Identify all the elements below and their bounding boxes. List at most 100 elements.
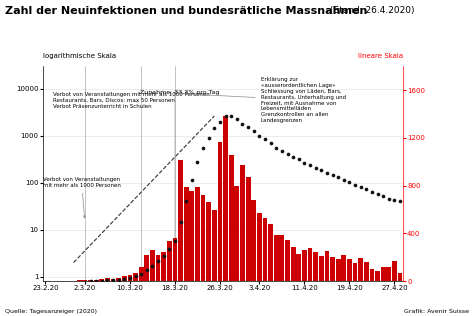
- Point: [199, 145, 207, 150]
- Bar: [330, 257, 335, 281]
- Point: [177, 219, 184, 224]
- Point: [239, 121, 246, 126]
- Point: [301, 161, 308, 166]
- Bar: [285, 240, 290, 281]
- Point: [120, 276, 128, 281]
- Bar: [145, 255, 149, 281]
- Point: [379, 194, 387, 199]
- Bar: [381, 267, 385, 281]
- Text: (Stand: 26.4.2020): (Stand: 26.4.2020): [327, 6, 415, 15]
- Bar: [308, 248, 312, 281]
- Point: [312, 165, 319, 170]
- Point: [205, 136, 212, 141]
- Point: [109, 277, 117, 283]
- Bar: [291, 246, 295, 281]
- Bar: [77, 280, 82, 281]
- Point: [115, 277, 122, 282]
- Point: [374, 191, 382, 197]
- Point: [278, 149, 286, 154]
- Bar: [358, 258, 363, 281]
- Point: [143, 268, 151, 273]
- Bar: [190, 191, 194, 281]
- Point: [132, 274, 139, 279]
- Bar: [201, 195, 205, 281]
- Point: [104, 278, 111, 283]
- Bar: [116, 278, 121, 281]
- Point: [267, 140, 274, 145]
- Bar: [150, 250, 155, 281]
- Bar: [133, 273, 138, 281]
- Text: logarithmische Skala: logarithmische Skala: [43, 53, 116, 59]
- Point: [137, 272, 145, 277]
- Bar: [325, 251, 329, 281]
- Bar: [139, 267, 144, 281]
- Bar: [178, 160, 183, 281]
- Point: [154, 258, 162, 264]
- Bar: [128, 275, 132, 281]
- Bar: [229, 155, 234, 281]
- Point: [284, 151, 292, 156]
- Bar: [347, 259, 352, 281]
- Bar: [246, 177, 250, 281]
- Point: [391, 198, 398, 203]
- Bar: [319, 256, 324, 281]
- Point: [98, 278, 106, 283]
- Point: [363, 187, 370, 192]
- Text: Quelle: Tagesanzeiger (2020): Quelle: Tagesanzeiger (2020): [5, 309, 97, 314]
- Text: Verbot von Veranstaltungen mit mehr als 1000 Personen
Restaurants, Bars, Discos:: Verbot von Veranstaltungen mit mehr als …: [54, 92, 210, 109]
- Point: [126, 275, 134, 280]
- Point: [210, 126, 218, 131]
- Text: Zahl der Neuinfektionen und bundesrätliche Massnahmen: Zahl der Neuinfektionen und bundesrätlic…: [5, 6, 367, 16]
- Point: [165, 246, 173, 252]
- Point: [306, 163, 314, 168]
- Bar: [212, 210, 217, 281]
- Bar: [280, 235, 284, 281]
- Bar: [235, 186, 239, 281]
- Bar: [122, 276, 127, 281]
- Point: [273, 145, 280, 150]
- Bar: [251, 200, 256, 281]
- Point: [318, 168, 325, 173]
- Point: [295, 157, 302, 162]
- Bar: [184, 187, 189, 281]
- Bar: [173, 238, 177, 281]
- Point: [228, 114, 235, 119]
- Point: [329, 173, 337, 178]
- Bar: [100, 279, 104, 281]
- Text: Erklärung zur
«ausserordentlichen Lage»
Schliessung von Läden, Bars,
Restaurants: Erklärung zur «ausserordentlichen Lage» …: [179, 77, 346, 123]
- Bar: [257, 213, 262, 281]
- Point: [182, 199, 190, 204]
- Bar: [313, 252, 318, 281]
- Point: [340, 177, 347, 182]
- Point: [334, 175, 342, 180]
- Bar: [206, 202, 211, 281]
- Bar: [94, 280, 99, 281]
- Point: [222, 114, 229, 119]
- Bar: [398, 273, 402, 281]
- Text: lineare Skala: lineare Skala: [358, 53, 403, 59]
- Bar: [302, 251, 307, 281]
- Bar: [240, 165, 245, 281]
- Point: [385, 196, 392, 201]
- Bar: [370, 269, 374, 281]
- Text: Zunahme: 33,3% pro Tag: Zunahme: 33,3% pro Tag: [140, 90, 219, 95]
- Point: [396, 199, 404, 204]
- Bar: [353, 263, 357, 281]
- Point: [250, 128, 257, 133]
- Point: [194, 159, 201, 164]
- Point: [92, 278, 100, 283]
- Point: [188, 177, 196, 182]
- Bar: [161, 252, 166, 281]
- Point: [357, 185, 365, 190]
- Point: [323, 170, 331, 175]
- Bar: [195, 187, 200, 281]
- Point: [87, 278, 94, 283]
- Point: [261, 137, 269, 142]
- Bar: [392, 261, 397, 281]
- Point: [160, 254, 167, 259]
- Point: [255, 133, 263, 138]
- Point: [216, 120, 224, 125]
- Bar: [268, 224, 273, 281]
- Bar: [82, 280, 87, 281]
- Bar: [341, 255, 346, 281]
